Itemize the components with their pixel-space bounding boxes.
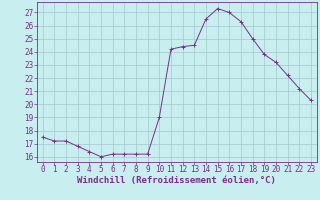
X-axis label: Windchill (Refroidissement éolien,°C): Windchill (Refroidissement éolien,°C) bbox=[77, 176, 276, 185]
